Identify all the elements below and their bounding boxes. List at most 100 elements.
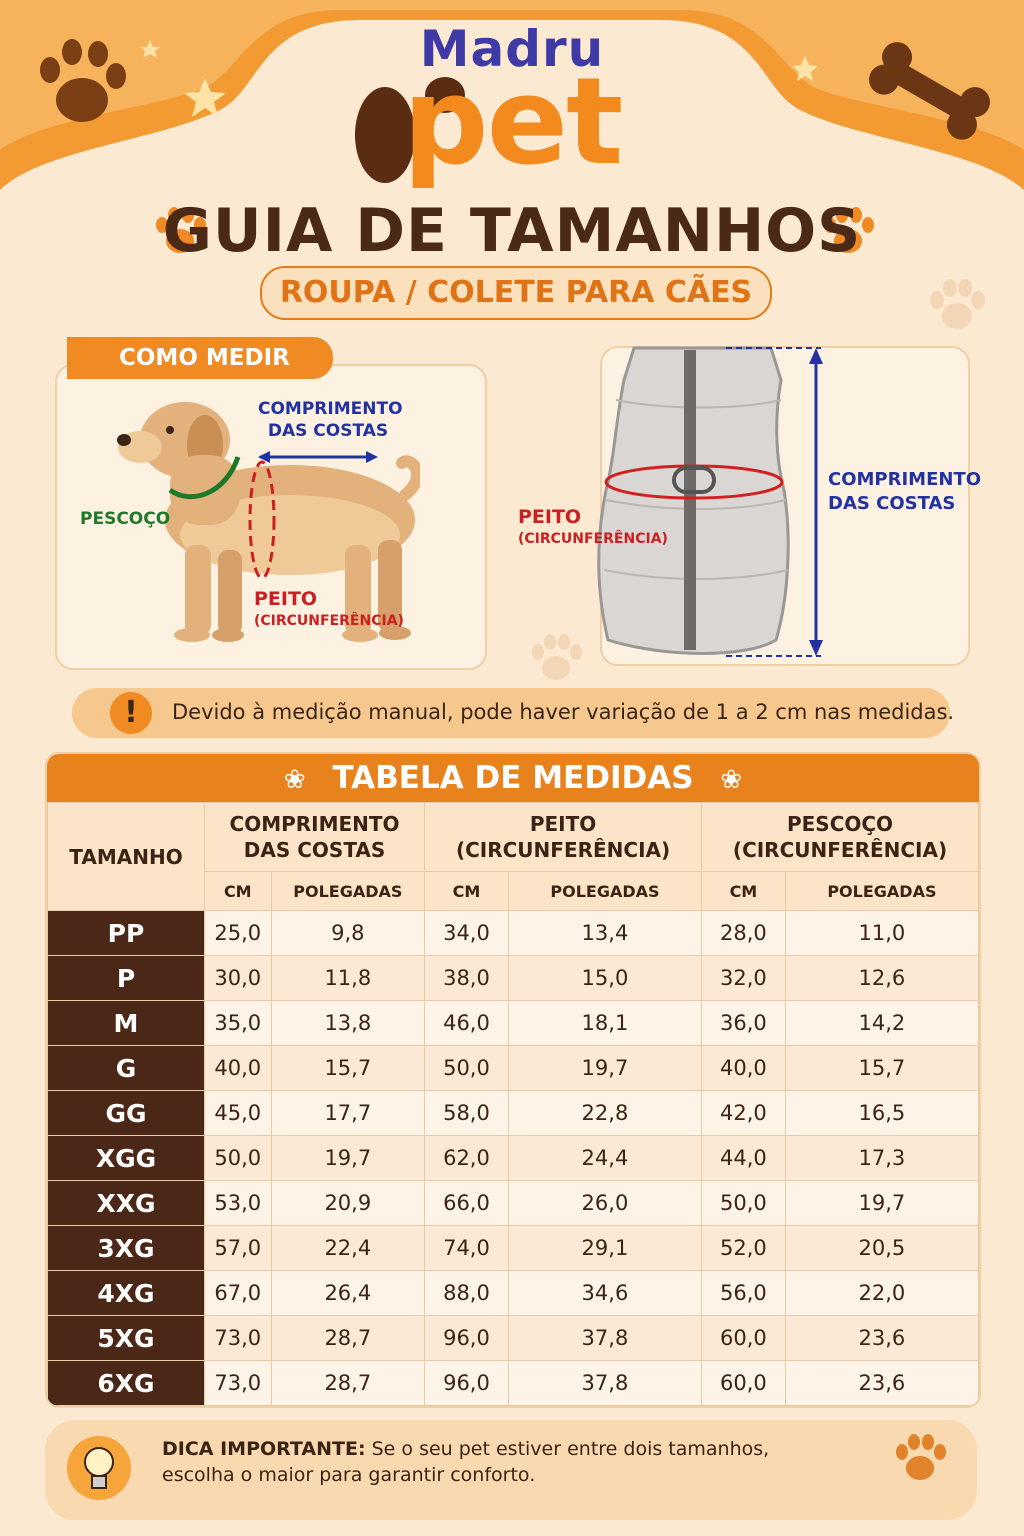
logo-text-pet: pet bbox=[402, 53, 624, 192]
table-row: 4XG 67,0 26,4 88,0 34,6 56,0 22,0 bbox=[47, 1270, 979, 1316]
measurement-cell: 67,0 bbox=[204, 1270, 272, 1316]
size-cell: G bbox=[47, 1045, 205, 1091]
paw-icon bbox=[896, 1434, 946, 1480]
measurement-cell: 22,4 bbox=[270, 1225, 426, 1271]
notice-text: Devido à medição manual, pode haver vari… bbox=[172, 700, 955, 724]
measurement-cell: 26,0 bbox=[507, 1180, 703, 1226]
chest-group-header: PEITO (CIRCUNFERÊNCIA) bbox=[424, 802, 703, 872]
measurement-cell: 22,0 bbox=[784, 1270, 979, 1316]
measurement-cell: 29,1 bbox=[507, 1225, 703, 1271]
dog-chest-sub-label: (CIRCUNFERÊNCIA) bbox=[254, 613, 404, 629]
dog-illustration bbox=[117, 402, 420, 642]
paw-icon bbox=[40, 39, 126, 122]
measurement-cell: 23,6 bbox=[784, 1315, 979, 1361]
measurement-cell: 19,7 bbox=[507, 1045, 703, 1091]
size-cell: XXG bbox=[47, 1180, 205, 1226]
measurement-cell: 42,0 bbox=[701, 1090, 786, 1136]
measurement-cell: 88,0 bbox=[424, 1270, 509, 1316]
size-cell: 4XG bbox=[47, 1270, 205, 1316]
measurement-cell: 96,0 bbox=[424, 1315, 509, 1361]
measurement-cell: 40,0 bbox=[701, 1045, 786, 1091]
table-row: M 35,0 13,8 46,0 18,1 36,0 14,2 bbox=[47, 1000, 979, 1046]
measurement-cell: 15,7 bbox=[784, 1045, 979, 1091]
paw-icon: ❀ bbox=[283, 765, 306, 795]
measurement-cell: 37,8 bbox=[507, 1315, 703, 1361]
measurement-cell: 17,3 bbox=[784, 1135, 979, 1181]
neck-group-header: PESCOÇO (CIRCUNFERÊNCIA) bbox=[701, 802, 979, 872]
tip-text: DICA IMPORTANTE: Se o seu pet estiver en… bbox=[162, 1438, 770, 1486]
measurement-cell: 46,0 bbox=[424, 1000, 509, 1046]
measurement-cell: 28,0 bbox=[701, 910, 786, 956]
page-title: GUIA DE TAMANHOS bbox=[162, 196, 862, 266]
measurement-cell: 52,0 bbox=[701, 1225, 786, 1271]
measurement-cell: 35,0 bbox=[204, 1000, 272, 1046]
measurement-cell: 11,0 bbox=[784, 910, 979, 956]
unit-cm-header: CM bbox=[424, 871, 509, 911]
size-cell: GG bbox=[47, 1090, 205, 1136]
measurement-cell: 26,4 bbox=[270, 1270, 426, 1316]
measurement-cell: 15,0 bbox=[507, 955, 703, 1001]
measurement-cell: 25,0 bbox=[204, 910, 272, 956]
measurement-cell: 38,0 bbox=[424, 955, 509, 1001]
size-cell: XGG bbox=[47, 1135, 205, 1181]
table-row: XGG 50,0 19,7 62,0 24,4 44,0 17,3 bbox=[47, 1135, 979, 1181]
vest-chest-sub-label: (CIRCUNFERÊNCIA) bbox=[518, 531, 668, 547]
table-row: XXG 53,0 20,9 66,0 26,0 50,0 19,7 bbox=[47, 1180, 979, 1226]
measurement-cell: 12,6 bbox=[784, 955, 979, 1001]
measurement-cell: 74,0 bbox=[424, 1225, 509, 1271]
table-row: PP 25,0 9,8 34,0 13,4 28,0 11,0 bbox=[47, 910, 979, 956]
measurement-cell: 66,0 bbox=[424, 1180, 509, 1226]
measurement-cell: 28,7 bbox=[270, 1315, 426, 1361]
logo-dog-ear-icon bbox=[355, 77, 465, 183]
measurement-cell: 50,0 bbox=[204, 1135, 272, 1181]
measurement-cell: 20,9 bbox=[270, 1180, 426, 1226]
measurement-cell: 73,0 bbox=[204, 1315, 272, 1361]
paw-icon bbox=[930, 279, 985, 329]
measurement-cell: 13,4 bbox=[507, 910, 703, 956]
table-row: 3XG 57,0 22,4 74,0 29,1 52,0 20,5 bbox=[47, 1225, 979, 1271]
measurement-cell: 58,0 bbox=[424, 1090, 509, 1136]
bone-icon bbox=[869, 42, 990, 140]
unit-cm-header: CM bbox=[204, 871, 272, 911]
measurement-cell: 16,5 bbox=[784, 1090, 979, 1136]
dog-chest-label: PEITO bbox=[254, 588, 318, 610]
paw-icon bbox=[532, 634, 582, 680]
dog-neck-label: PESCOÇO bbox=[80, 509, 171, 529]
size-cell: M bbox=[47, 1000, 205, 1046]
measurement-cell: 34,6 bbox=[507, 1270, 703, 1316]
size-cell: PP bbox=[47, 910, 205, 956]
notice-banner bbox=[72, 688, 950, 738]
measurement-cell: 11,8 bbox=[270, 955, 426, 1001]
vest-chest-label: PEITO bbox=[518, 506, 582, 528]
measurement-cell: 34,0 bbox=[424, 910, 509, 956]
back-length-group-header: COMPRIMENTO DAS COSTAS bbox=[203, 802, 426, 872]
unit-in-header: POLEGADAS bbox=[270, 871, 426, 911]
measurement-cell: 23,6 bbox=[784, 1360, 979, 1406]
measurement-cell: 9,8 bbox=[270, 910, 426, 956]
measurements-table: TAMANHO COMPRIMENTO DAS COSTAS PEITO (CIRC… bbox=[47, 802, 979, 1406]
measurement-cell: 37,8 bbox=[507, 1360, 703, 1406]
measurement-cell: 62,0 bbox=[424, 1135, 509, 1181]
paw-icon bbox=[156, 207, 206, 253]
unit-in-header: POLEGADAS bbox=[784, 871, 979, 911]
measurement-cell: 56,0 bbox=[701, 1270, 786, 1316]
measurement-cell: 17,7 bbox=[270, 1090, 426, 1136]
size-cell: 6XG bbox=[47, 1360, 205, 1406]
measurement-cell: 40,0 bbox=[204, 1045, 272, 1091]
size-cell: 5XG bbox=[47, 1315, 205, 1361]
measurement-cell: 44,0 bbox=[701, 1135, 786, 1181]
table-row: GG 45,0 17,7 58,0 22,8 42,0 16,5 bbox=[47, 1090, 979, 1136]
measurement-cell: 13,8 bbox=[270, 1000, 426, 1046]
measurement-cell: 30,0 bbox=[204, 955, 272, 1001]
measurement-cell: 14,2 bbox=[784, 1000, 979, 1046]
size-column-header: TAMANHO bbox=[47, 802, 205, 911]
how-to-measure-label: COMO MEDIR bbox=[67, 337, 333, 379]
measurement-cell: 45,0 bbox=[204, 1090, 272, 1136]
logo-text-madru: Madru bbox=[419, 20, 605, 78]
measurement-cell: 18,1 bbox=[507, 1000, 703, 1046]
tip-banner bbox=[45, 1420, 977, 1520]
warning-icon: ! bbox=[110, 692, 152, 734]
measurement-cell: 73,0 bbox=[204, 1360, 272, 1406]
measurement-cell: 60,0 bbox=[701, 1315, 786, 1361]
table-row: G 40,0 15,7 50,0 19,7 40,0 15,7 bbox=[47, 1045, 979, 1091]
